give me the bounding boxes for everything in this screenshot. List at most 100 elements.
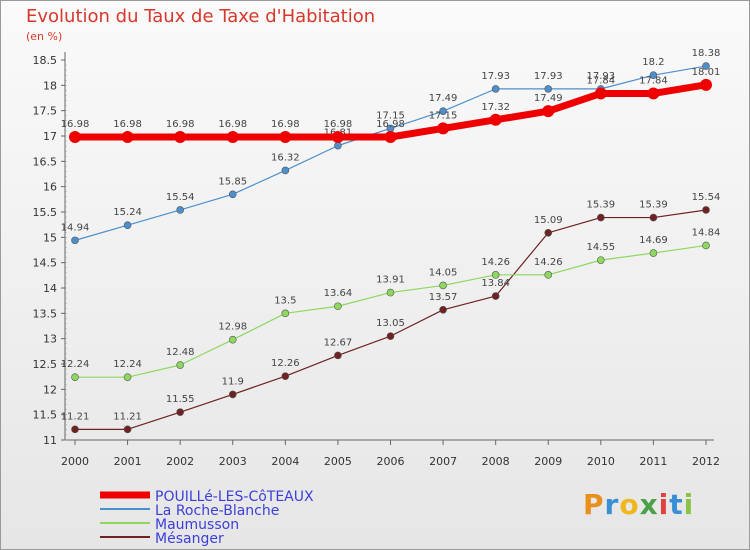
data-label: 14.26 bbox=[534, 257, 563, 268]
data-point bbox=[69, 131, 81, 144]
y-tick-label: 12.5 bbox=[33, 358, 58, 371]
data-point bbox=[700, 78, 712, 91]
y-tick-label: 13 bbox=[43, 333, 57, 346]
legend-label: La Roche-Blanche bbox=[155, 503, 279, 519]
data-label: 14.69 bbox=[639, 235, 668, 246]
data-label: 12.98 bbox=[218, 322, 247, 333]
data-label: 15.39 bbox=[639, 200, 668, 211]
data-point bbox=[331, 131, 344, 144]
data-label: 17.15 bbox=[429, 110, 458, 121]
data-point bbox=[228, 390, 237, 399]
data-label: 14.84 bbox=[692, 227, 721, 238]
data-point bbox=[597, 256, 605, 264]
y-tick-label: 12 bbox=[43, 383, 57, 396]
y-tick-label: 11.5 bbox=[33, 409, 58, 422]
data-label: 13.84 bbox=[481, 278, 510, 289]
data-point bbox=[123, 425, 132, 434]
x-tick-label: 2010 bbox=[587, 455, 615, 468]
data-label: 16.98 bbox=[61, 119, 90, 130]
data-label: 11.55 bbox=[166, 394, 195, 405]
data-point bbox=[386, 332, 395, 340]
y-tick-label: 18.5 bbox=[33, 54, 58, 67]
data-label: 16.98 bbox=[376, 119, 405, 130]
data-label: 15.39 bbox=[587, 200, 616, 211]
data-label: 17.49 bbox=[534, 93, 563, 104]
data-label: 15.54 bbox=[166, 192, 195, 203]
data-label: 18.38 bbox=[692, 48, 721, 59]
y-tick-label: 11 bbox=[43, 434, 57, 447]
data-label: 16.98 bbox=[166, 119, 195, 130]
data-label: 17.93 bbox=[587, 71, 616, 82]
data-point bbox=[123, 373, 132, 381]
data-point bbox=[228, 335, 237, 344]
x-tick-label: 2011 bbox=[639, 455, 667, 468]
data-point bbox=[176, 361, 184, 369]
data-label: 15.54 bbox=[692, 192, 721, 203]
data-point bbox=[176, 408, 184, 416]
x-tick-label: 2000 bbox=[61, 455, 89, 468]
data-point bbox=[123, 221, 132, 229]
data-point bbox=[226, 131, 239, 144]
data-label: 12.26 bbox=[271, 358, 300, 369]
data-label: 13.64 bbox=[324, 288, 353, 299]
data-point bbox=[439, 305, 447, 314]
x-tick-label: 2012 bbox=[692, 455, 720, 468]
y-tick-label: 14 bbox=[43, 282, 57, 295]
data-label: 16.98 bbox=[113, 119, 142, 130]
data-label: 17.84 bbox=[639, 75, 668, 86]
data-point bbox=[71, 373, 79, 381]
data-point bbox=[702, 206, 710, 214]
data-point bbox=[437, 122, 450, 135]
data-point bbox=[384, 131, 397, 144]
data-point bbox=[174, 131, 187, 144]
x-tick-label: 2006 bbox=[377, 455, 405, 468]
x-tick-label: 2008 bbox=[482, 455, 510, 468]
y-tick-label: 17 bbox=[43, 130, 57, 143]
data-point bbox=[649, 249, 658, 257]
data-label: 17.93 bbox=[481, 71, 510, 82]
data-label: 14.05 bbox=[429, 267, 458, 278]
data-label: 18.2 bbox=[642, 57, 664, 68]
data-point bbox=[279, 131, 292, 144]
data-label: 15.85 bbox=[218, 176, 247, 187]
x-tick-label: 2002 bbox=[166, 455, 194, 468]
data-label: 12.48 bbox=[166, 347, 195, 358]
data-label: 11.21 bbox=[61, 411, 90, 422]
x-tick-label: 2009 bbox=[534, 455, 562, 468]
data-point bbox=[281, 166, 290, 175]
data-label: 16.98 bbox=[271, 119, 300, 130]
data-point bbox=[597, 213, 605, 222]
data-point bbox=[491, 271, 500, 279]
data-label: 11.21 bbox=[113, 411, 142, 422]
data-label: 17.93 bbox=[534, 71, 563, 82]
data-point bbox=[228, 190, 237, 199]
data-label: 17.15 bbox=[376, 110, 405, 121]
data-point bbox=[544, 85, 553, 93]
data-point bbox=[544, 228, 553, 237]
legend-label: POUILLé-LES-CôTEAUX bbox=[155, 489, 314, 505]
y-tick-label: 15.5 bbox=[33, 206, 58, 219]
chart-title: Evolution du Taux de Taxe d'Habitation bbox=[26, 6, 376, 27]
data-point bbox=[281, 309, 290, 318]
data-label: 13.5 bbox=[274, 295, 296, 306]
data-label: 16.98 bbox=[218, 119, 247, 130]
y-tick-label: 18 bbox=[43, 79, 57, 92]
y-tick-label: 14.5 bbox=[33, 257, 58, 270]
data-label: 15.09 bbox=[534, 215, 563, 226]
data-label: 13.05 bbox=[376, 318, 405, 329]
data-point bbox=[386, 288, 395, 297]
data-point bbox=[702, 62, 710, 70]
legend-label: Maumusson bbox=[155, 517, 239, 533]
data-point bbox=[702, 241, 710, 250]
y-tick-label: 16 bbox=[43, 181, 57, 194]
data-point bbox=[491, 85, 500, 93]
data-point bbox=[281, 372, 290, 380]
data-point bbox=[71, 236, 79, 245]
chart-subtitle: (en %) bbox=[26, 30, 63, 43]
x-tick-label: 2004 bbox=[271, 455, 299, 468]
data-label: 17.49 bbox=[429, 93, 458, 104]
data-point bbox=[491, 292, 500, 300]
data-point bbox=[649, 213, 658, 222]
data-label: 16.32 bbox=[271, 152, 300, 163]
